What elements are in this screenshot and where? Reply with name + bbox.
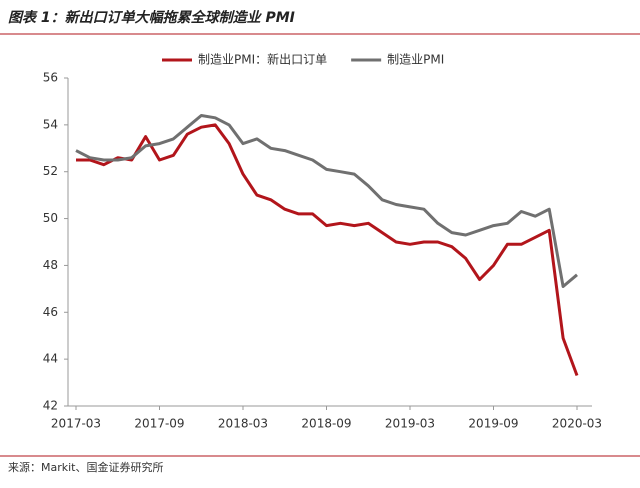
source: 来源：Markit、国金证券研究所: [8, 460, 164, 474]
x-tick-label: 2020-03: [552, 417, 602, 431]
y-tick-label: 54: [43, 117, 58, 131]
x-tick-label: 2019-09: [468, 417, 518, 431]
series-line: [75, 114, 578, 288]
x-tick-label: 2018-09: [301, 417, 351, 431]
y-tick-label: 46: [43, 305, 58, 319]
y-tick-label: 50: [43, 211, 58, 225]
series-line: [76, 123, 579, 377]
y-tick-label: 44: [43, 352, 58, 366]
x-tick-label: 2017-09: [134, 417, 184, 431]
x-tick-label: 2017-03: [51, 417, 101, 431]
x-tick-label: 2018-03: [218, 417, 268, 431]
y-tick-label: 52: [43, 164, 58, 178]
legend-label: 制造业PMI：新出口订单: [198, 52, 327, 67]
chart-title: 图表 1：新出口订单大幅拖累全球制造业 PMI: [8, 9, 295, 26]
legend-label: 制造业PMI: [387, 53, 444, 67]
y-tick-label: 48: [43, 258, 58, 272]
y-tick-label: 56: [43, 71, 58, 85]
x-tick-label: 2019-03: [385, 417, 435, 431]
y-tick-label: 42: [43, 399, 58, 413]
